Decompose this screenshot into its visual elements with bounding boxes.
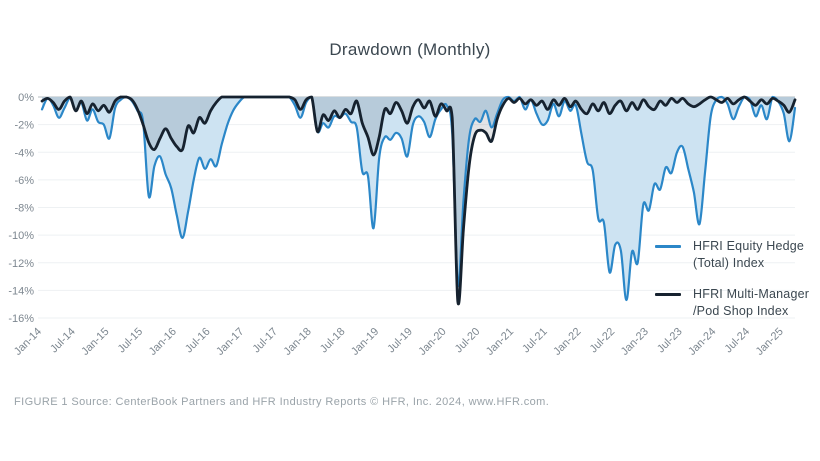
y-axis-tick-label: -8% xyxy=(14,203,34,215)
legend-label-equity-hedge: HFRI Equity Hedge (Total) Index xyxy=(693,238,804,272)
y-axis-tick-label: -6% xyxy=(14,175,34,187)
x-axis-tick-label: Jan-20 xyxy=(416,326,448,358)
legend-label-multi-manager: HFRI Multi-Manager /Pod Shop Index xyxy=(693,286,809,320)
x-axis-tick-label: Jan-16 xyxy=(147,326,179,358)
x-axis-tick-label: Jul-14 xyxy=(48,326,78,356)
x-axis-tick-label: Jan-17 xyxy=(214,326,246,358)
legend-item-equity-hedge: HFRI Equity Hedge (Total) Index xyxy=(655,238,815,272)
legend-label-line1: HFRI Equity Hedge xyxy=(693,239,805,253)
y-axis-tick-label: 0% xyxy=(18,92,34,104)
legend-item-multi-manager: HFRI Multi-Manager /Pod Shop Index xyxy=(655,286,815,320)
x-axis-tick-label: Jul-18 xyxy=(318,326,348,356)
x-axis-tick-label: Jul-21 xyxy=(520,326,550,356)
legend-label-line2: (Total) Index xyxy=(693,256,765,270)
chart-legend: HFRI Equity Hedge (Total) Index HFRI Mul… xyxy=(655,238,815,334)
multi-manager-line xyxy=(40,95,797,306)
y-axis-tick-label: -12% xyxy=(8,258,34,270)
equity-hedge-line xyxy=(40,95,797,302)
figure-source-caption: FIGURE 1 Source: CenterBook Partners and… xyxy=(14,396,550,408)
x-axis-tick-label: Jan-22 xyxy=(551,326,583,358)
legend-label-line1: HFRI Multi-Manager xyxy=(693,287,810,301)
x-axis-tick-label: Jan-21 xyxy=(484,326,516,358)
x-axis-tick-label: Jul-22 xyxy=(588,326,618,356)
x-axis-tick-label: Jul-19 xyxy=(385,326,415,356)
legend-swatch-multi-manager xyxy=(655,293,681,296)
chart-title: Drawdown (Monthly) xyxy=(329,40,491,59)
legend-label-line2: /Pod Shop Index xyxy=(693,304,789,318)
y-axis-tick-label: -14% xyxy=(8,285,34,297)
x-axis-tick-label: Jan-15 xyxy=(79,326,111,358)
x-axis-tick-label: Jan-18 xyxy=(282,326,314,358)
y-axis-tick-label: -10% xyxy=(8,230,34,242)
x-axis-tick-label: Jan-14 xyxy=(12,326,44,358)
x-axis-tick-label: Jul-20 xyxy=(453,326,483,356)
x-axis-tick-label: Jul-15 xyxy=(116,326,146,356)
x-axis-tick-label: Jan-19 xyxy=(349,326,381,358)
legend-swatch-equity-hedge xyxy=(655,245,681,248)
y-axis-tick-label: -4% xyxy=(14,147,34,159)
x-axis-tick-label: Jul-16 xyxy=(183,326,213,356)
x-axis-tick-label: Jan-23 xyxy=(619,326,651,358)
x-axis-tick-label: Jul-17 xyxy=(250,326,280,356)
y-axis-tick-label: -16% xyxy=(8,313,34,325)
y-axis-tick-label: -2% xyxy=(14,120,34,132)
